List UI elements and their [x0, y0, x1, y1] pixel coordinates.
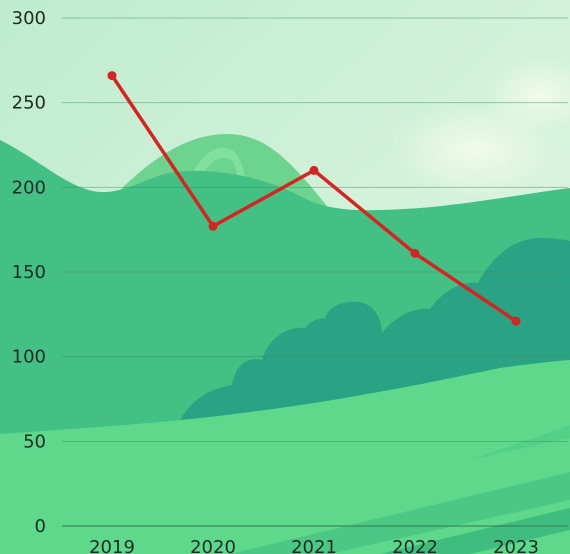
cloud — [485, 57, 570, 133]
data-point — [309, 165, 319, 175]
data-point — [511, 316, 521, 326]
grass-blade — [380, 508, 570, 554]
x-tick-label: 2020 — [190, 537, 236, 554]
y-tick-label: 100 — [12, 347, 46, 368]
data-point — [410, 248, 420, 258]
x-tick-label: 2019 — [89, 537, 135, 554]
data-point — [208, 221, 218, 231]
x-axis: 2019 2020 2021 2022 2023 — [89, 537, 539, 554]
x-tick-label: 2021 — [291, 537, 337, 554]
meadow — [0, 360, 570, 554]
grass-blade — [470, 425, 570, 460]
gridlines — [62, 17, 568, 527]
y-tick-label: 250 — [12, 93, 46, 114]
y-tick-label: 0 — [35, 516, 46, 537]
series-layer — [107, 71, 521, 326]
grass-blade — [230, 472, 570, 554]
y-tick-label: 200 — [12, 177, 46, 198]
x-tick-label: 2022 — [392, 537, 438, 554]
y-axis: 0 50 100 150 200 250 300 — [12, 8, 46, 537]
y-tick-label: 300 — [12, 8, 46, 29]
data-point — [107, 71, 117, 81]
x-tick-label: 2023 — [493, 537, 539, 554]
y-tick-label: 150 — [12, 262, 46, 283]
y-tick-label: 50 — [23, 431, 46, 452]
